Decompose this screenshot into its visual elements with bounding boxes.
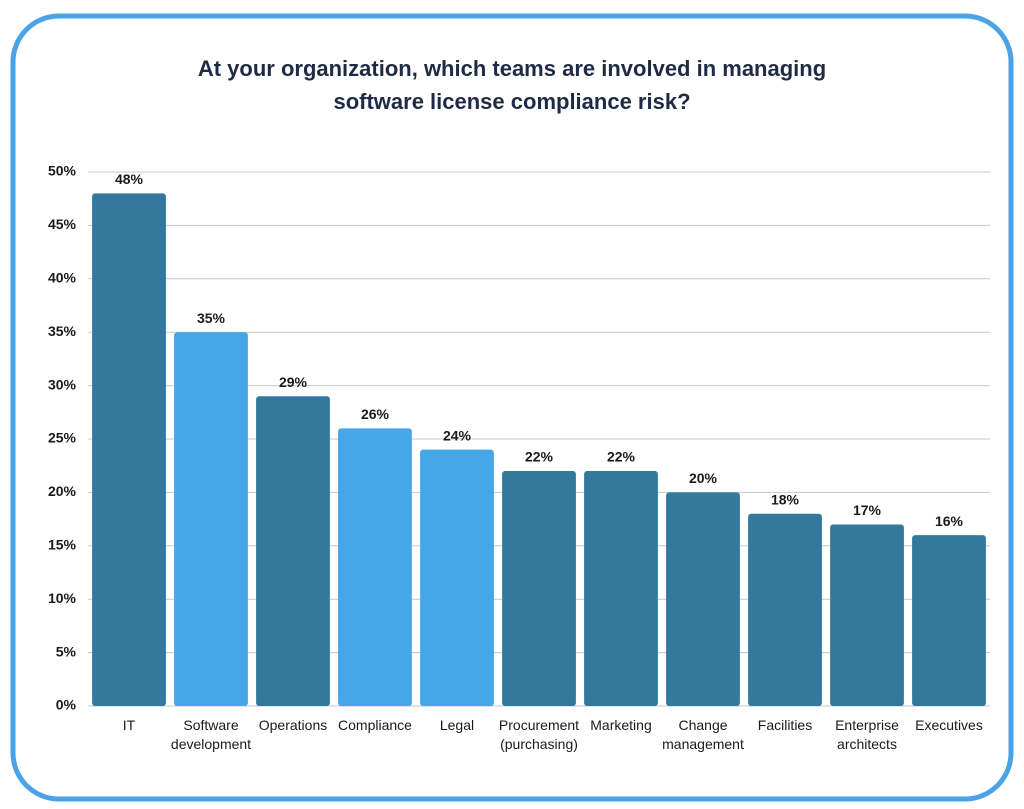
y-tick-label: 15% xyxy=(48,537,77,553)
value-label: 18% xyxy=(771,491,800,507)
bar xyxy=(912,535,986,706)
x-tick-label: Facilities xyxy=(757,717,813,733)
x-tick-label: Procurement (purchasing) xyxy=(498,717,580,752)
value-label: 17% xyxy=(853,502,882,518)
x-tick-label: Legal xyxy=(439,717,475,733)
y-tick-label: 10% xyxy=(48,590,77,606)
x-tick-label: IT xyxy=(122,717,136,733)
x-tick-label: Executives xyxy=(915,717,983,733)
x-tick-label: Enterprise architects xyxy=(835,717,899,752)
value-label: 22% xyxy=(607,449,636,465)
y-tick-label: 0% xyxy=(56,697,77,713)
y-tick-label: 35% xyxy=(48,323,77,339)
value-label: 48% xyxy=(115,171,144,187)
y-tick-label: 45% xyxy=(48,216,77,232)
bar xyxy=(174,332,248,706)
x-tick-label: Operations xyxy=(258,717,328,733)
y-tick-label: 5% xyxy=(56,643,77,659)
y-tick-label: 20% xyxy=(48,483,77,499)
x-tick-label: Marketing xyxy=(590,717,652,733)
bar xyxy=(502,471,576,706)
bar xyxy=(830,524,904,706)
value-label: 29% xyxy=(279,374,308,390)
value-label: 24% xyxy=(443,427,472,443)
value-label: 16% xyxy=(935,513,964,529)
bar xyxy=(338,428,412,706)
chart-title: At your organization, which teams are in… xyxy=(197,56,827,114)
bar xyxy=(256,396,330,706)
y-tick-label: 50% xyxy=(48,163,77,179)
bar xyxy=(584,471,658,706)
value-label: 35% xyxy=(197,310,226,326)
value-label: 20% xyxy=(689,470,718,486)
value-label: 26% xyxy=(361,406,390,422)
bar xyxy=(748,513,822,706)
value-label: 22% xyxy=(525,449,554,465)
y-tick-label: 25% xyxy=(48,430,77,446)
bar xyxy=(92,193,166,707)
bar xyxy=(420,449,494,706)
y-tick-label: 40% xyxy=(48,270,77,286)
x-tick-label: Change management xyxy=(662,717,744,752)
x-tick-label: Software development xyxy=(170,717,252,752)
y-tick-label: 30% xyxy=(48,376,77,392)
x-tick-label: Compliance xyxy=(338,717,412,733)
bar xyxy=(666,492,740,706)
